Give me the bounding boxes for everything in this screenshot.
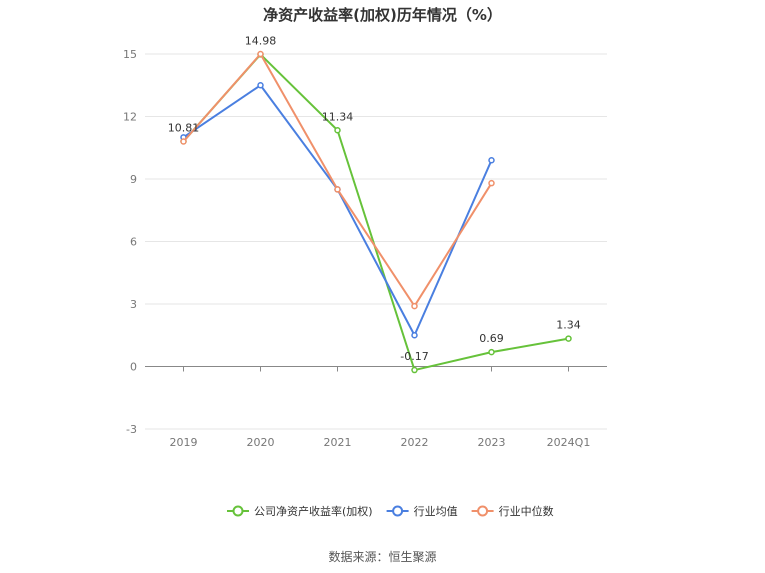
legend-label: 行业均值	[414, 505, 458, 518]
x-tick-label: 2021	[324, 436, 352, 449]
legend-item-1: 行业均值	[386, 505, 458, 518]
data-point	[257, 82, 264, 89]
legend-label: 行业中位数	[499, 504, 554, 518]
chart-title: 净资产收益率(加权)历年情况（%）	[263, 6, 502, 24]
x-tick-label: 2020	[247, 436, 275, 449]
y-tick-label: 12	[123, 111, 137, 124]
data-point	[180, 138, 187, 145]
legend-marker	[477, 505, 489, 517]
data-point	[488, 348, 495, 356]
y-tick-label: 9	[130, 173, 137, 186]
data-label: -0.17	[400, 350, 428, 363]
y-tick-label: 6	[130, 236, 137, 249]
data-point	[334, 186, 341, 193]
data-label: 1.34	[556, 319, 581, 332]
legend-item-0: 公司净资产收益率(加权)	[227, 504, 373, 518]
y-tick-label: 15	[123, 48, 137, 61]
data-point	[565, 335, 572, 342]
y-tick-label: -3	[126, 423, 137, 436]
legend-label: 公司净资产收益率(加权)	[254, 504, 373, 518]
y-tick-label: 3	[130, 298, 137, 311]
data-labels: 10.81 14.98 11.34 -0.17 0.69 1.34	[168, 34, 581, 363]
legend-item-2: 行业中位数	[471, 504, 554, 518]
x-tick-label: 2022	[401, 436, 429, 449]
data-point	[488, 157, 495, 164]
data-point	[257, 50, 264, 58]
x-tick-label: 2019	[170, 436, 198, 449]
series-line-2	[182, 53, 493, 308]
data-source: 数据来源：恒生聚源	[328, 550, 437, 564]
legend-marker	[392, 505, 404, 517]
data-label: 11.34	[322, 110, 354, 123]
series-line-0	[182, 53, 569, 372]
data-point	[411, 366, 418, 374]
data-point	[411, 332, 418, 339]
series-lines	[180, 50, 572, 374]
y-tick-label: 0	[130, 361, 137, 374]
x-tick-label: 2024Q1	[547, 436, 591, 449]
legend-marker	[232, 505, 244, 517]
data-label: 10.81	[168, 121, 200, 134]
legend: 公司净资产收益率(加权) 行业均值 行业中位数	[227, 504, 554, 518]
data-label: 0.69	[479, 332, 504, 345]
x-tick-label: 2023	[478, 436, 506, 449]
grid-lines	[145, 53, 607, 430]
data-label: 14.98	[245, 34, 277, 47]
axes: 15 12 9 6 3 0 -3 2019 2020 2021 2022 2023 2024Q1	[123, 48, 590, 449]
data-point	[334, 127, 341, 134]
data-point	[488, 179, 495, 187]
data-point	[411, 302, 418, 310]
